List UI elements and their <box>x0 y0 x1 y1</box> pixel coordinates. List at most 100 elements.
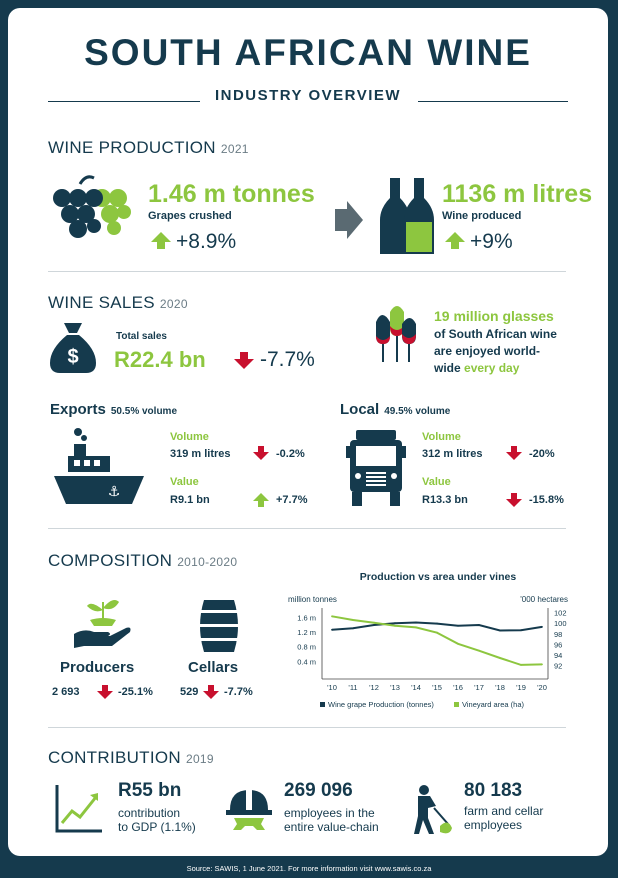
exports-share: 50.5% volume <box>110 406 178 417</box>
grapes-change: +8.9% <box>176 230 237 253</box>
production-point <box>415 621 417 624</box>
wine-up-arrow-icon <box>445 232 465 249</box>
production-point <box>352 627 354 630</box>
exports-heading: Exports 50.5% volume <box>50 401 178 418</box>
x-tick-label: '11 <box>348 683 357 692</box>
hard-hat-gear-icon <box>226 790 272 830</box>
glasses-line-1: 19 million glasses <box>434 308 554 324</box>
legend-vineyard-swatch <box>454 702 459 707</box>
glasses-line-2: of South African wine <box>434 327 557 341</box>
farm-description: farm and cellar employees <box>464 804 544 832</box>
vineyard-point <box>373 621 375 624</box>
production-heading: WINE PRODUCTION 2021 <box>48 138 249 157</box>
right-tick-label: 92 <box>554 661 562 670</box>
svg-text:$: $ <box>67 346 78 368</box>
composition-heading: COMPOSITION 2010-2020 <box>48 551 238 570</box>
production-point <box>478 624 480 626</box>
production-point <box>373 624 375 626</box>
wine-label: Wine produced <box>442 210 522 222</box>
production-point <box>541 625 543 628</box>
production-area-chart: Production vs area under vines million t… <box>288 571 568 709</box>
chart-right-axis-label: '000 hectares <box>520 595 568 604</box>
exports-volume-value: 319 m litres <box>170 448 231 460</box>
chart-title: Production vs area under vines <box>360 571 517 583</box>
local-volume-change: -20% <box>529 448 555 460</box>
vineyard-point <box>541 663 543 666</box>
x-tick-label: '14 <box>411 683 421 692</box>
right-tick-label: 94 <box>554 651 562 660</box>
vineyard-point <box>499 657 501 659</box>
total-sales-label: Total sales <box>116 331 167 342</box>
employees-value: 269 096 <box>284 780 353 801</box>
production-year: 2021 <box>220 142 249 156</box>
x-tick-label: '13 <box>390 683 400 692</box>
production-point <box>520 629 522 632</box>
exports-value-up-arrow-icon <box>253 493 269 507</box>
sales-year: 2020 <box>159 297 188 311</box>
legend-vineyard-label: Vineyard area (ha) <box>462 700 524 709</box>
exports-value-change: +7.7% <box>276 494 308 506</box>
farm-value: 80 183 <box>464 780 523 801</box>
gdp-value: R55 bn <box>118 780 182 801</box>
cellars-count: 529 <box>180 686 199 698</box>
vineyard-point <box>394 624 396 627</box>
local-volume-value: 312 m litres <box>422 448 483 460</box>
left-tick-label: 1.2 m <box>297 628 316 637</box>
producers-down-arrow-icon <box>97 685 113 699</box>
gdp-description: contribution to GDP (1.1%) <box>118 806 196 834</box>
local-share: 49.5% volume <box>384 406 451 417</box>
page-subtitle: INDUSTRY OVERVIEW <box>214 87 402 104</box>
x-tick-label: '19 <box>516 683 526 692</box>
right-tick-label: 98 <box>554 630 562 639</box>
wine-value: 1136 m litres <box>442 180 593 208</box>
exports-volume-change: -0.2% <box>276 448 305 460</box>
local-value-down-arrow-icon <box>506 493 522 507</box>
production-point <box>394 622 396 625</box>
employees-description: employees in the entire value-chain <box>284 806 379 834</box>
legend-production-swatch <box>320 702 325 707</box>
barrel-icon <box>198 600 240 652</box>
hand-plant-icon <box>74 600 131 648</box>
source-footer: Source: SAWIS, 1 June 2021. For more inf… <box>186 864 432 873</box>
x-tick-label: '17 <box>474 683 484 692</box>
local-volume-down-arrow-icon <box>506 446 522 460</box>
local-value-label: Value <box>422 476 451 488</box>
divider <box>48 528 566 529</box>
glasses-line-3: are enjoyed world- <box>434 344 541 358</box>
composition-year: 2010-2020 <box>177 555 238 569</box>
ship-icon: ⚓ <box>54 428 144 504</box>
glasses-line-4: wide every day <box>434 361 520 375</box>
contribution-heading: CONTRIBUTION 2019 <box>48 748 214 767</box>
right-tick-label: 96 <box>554 640 562 649</box>
left-tick-label: 0.4 m <box>297 657 316 666</box>
production-point <box>457 624 459 627</box>
x-tick-label: '10 <box>327 683 337 692</box>
contribution-year: 2019 <box>185 752 214 766</box>
vineyard-point <box>457 642 459 645</box>
x-tick-label: '12 <box>369 683 379 692</box>
vineyard-point <box>436 631 438 634</box>
right-arrow-icon <box>335 201 363 239</box>
svg-text:⚓: ⚓ <box>108 484 121 500</box>
exports-volume-label: Volume <box>170 431 209 443</box>
title-rule-right <box>418 101 568 102</box>
wine-change: +9% <box>470 230 513 253</box>
total-sales-value: R22.4 bn <box>114 347 206 372</box>
legend-production-label: Wine grape Production (tonnes) <box>328 700 434 709</box>
money-bag-icon: $ <box>50 323 96 373</box>
right-tick-label: 102 <box>554 609 567 618</box>
sales-heading: WINE SALES 2020 <box>48 293 188 312</box>
exports-volume-down-arrow-icon <box>253 446 269 460</box>
producers-change: -25.1% <box>118 686 153 698</box>
grapes-icon <box>53 175 131 238</box>
vineyard-point <box>352 619 354 621</box>
vineyard-point <box>331 615 333 618</box>
production-point <box>499 629 501 632</box>
title-rule-left <box>48 101 200 102</box>
infographic-card: SOUTH AFRICAN WINE INDUSTRY OVERVIEW WIN… <box>8 8 608 856</box>
x-tick-label: '16 <box>453 683 463 692</box>
farm-worker-icon <box>414 785 452 834</box>
growth-chart-icon <box>55 785 102 833</box>
page-title: SOUTH AFRICAN WINE <box>84 32 532 73</box>
divider <box>48 727 566 728</box>
